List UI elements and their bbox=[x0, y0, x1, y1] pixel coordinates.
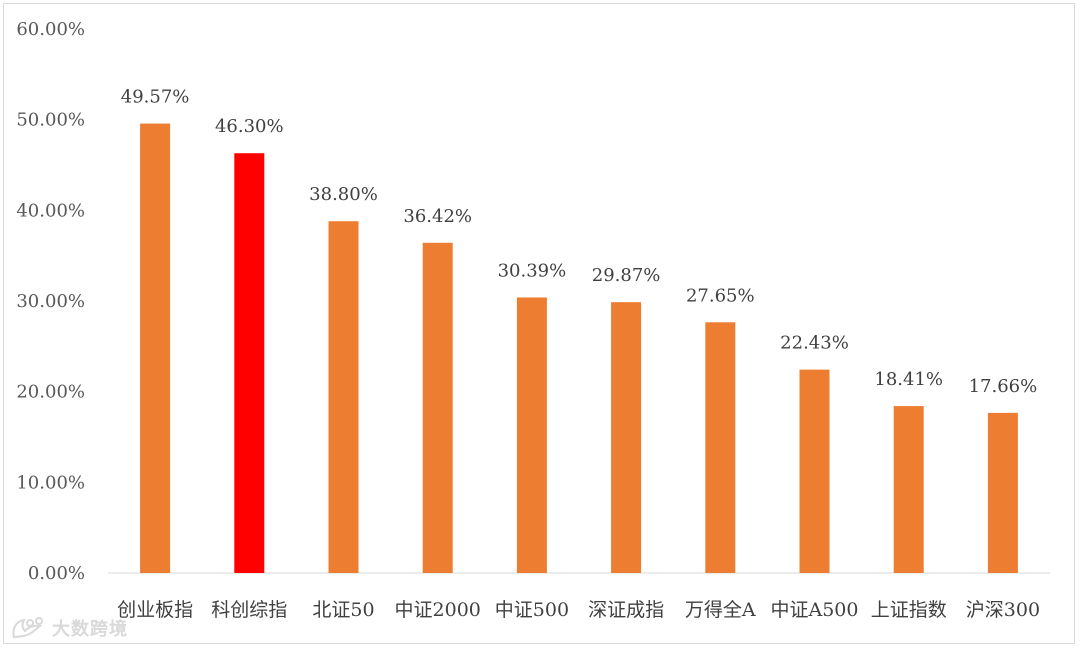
data-label: 17.66% bbox=[969, 376, 1038, 397]
bar bbox=[516, 297, 547, 573]
y-tick-label: 20.00% bbox=[16, 382, 85, 403]
data-label: 27.65% bbox=[686, 285, 755, 306]
y-tick-label: 40.00% bbox=[16, 200, 85, 221]
data-label: 18.41% bbox=[874, 369, 943, 390]
x-tick-label: 中证500 bbox=[495, 599, 569, 621]
bar bbox=[987, 412, 1018, 573]
data-label: 36.42% bbox=[403, 206, 472, 227]
x-axis-ticks: 创业板指 科创综指 北证50 中证2000 中证500 深证成指 万得全A 中证A500 上证指… bbox=[117, 599, 1040, 621]
x-tick-label: 北证50 bbox=[312, 599, 374, 621]
bars bbox=[140, 123, 1018, 574]
watermark-text: 大数跨境 bbox=[52, 619, 128, 640]
data-label: 22.43% bbox=[780, 333, 849, 354]
x-tick-label: 科创综指 bbox=[211, 599, 287, 621]
bar bbox=[422, 242, 453, 574]
data-label: 29.87% bbox=[592, 265, 661, 286]
x-tick-label: 万得全A bbox=[685, 599, 756, 621]
x-tick-label: 沪深300 bbox=[966, 599, 1040, 621]
y-tick-label: 50.00% bbox=[16, 110, 85, 131]
bar bbox=[705, 322, 736, 573]
x-tick-label: 中证2000 bbox=[395, 599, 481, 621]
bar bbox=[893, 406, 924, 573]
y-tick-label: 10.00% bbox=[16, 472, 85, 493]
y-tick-label: 0.00% bbox=[28, 563, 85, 584]
data-label: 30.39% bbox=[498, 260, 567, 281]
data-labels: 49.57% 46.30% 38.80% 36.42% 30.39% 29.87% 27.6… bbox=[121, 87, 1037, 397]
bar bbox=[328, 221, 359, 574]
y-tick-label: 30.00% bbox=[16, 291, 85, 312]
bar bbox=[234, 153, 265, 574]
y-tick-label: 60.00% bbox=[16, 19, 85, 40]
data-label: 49.57% bbox=[121, 87, 190, 108]
x-tick-label: 中证A500 bbox=[771, 599, 859, 621]
bar bbox=[611, 302, 642, 573]
x-tick-label: 创业板指 bbox=[117, 599, 193, 621]
data-label: 46.30% bbox=[215, 116, 284, 137]
bar bbox=[140, 123, 171, 573]
data-label: 38.80% bbox=[309, 184, 378, 205]
x-tick-label: 上证指数 bbox=[871, 599, 947, 621]
x-tick-label: 深证成指 bbox=[588, 599, 664, 621]
chart-frame bbox=[3, 3, 1075, 644]
watermark: 大数跨境 bbox=[10, 615, 128, 641]
y-axis-ticks: 0.00% 10.00% 20.00% 30.00% 40.00% 50.00% 60.00… bbox=[16, 19, 85, 584]
bar bbox=[799, 369, 830, 573]
bird-logo-icon bbox=[12, 617, 43, 639]
